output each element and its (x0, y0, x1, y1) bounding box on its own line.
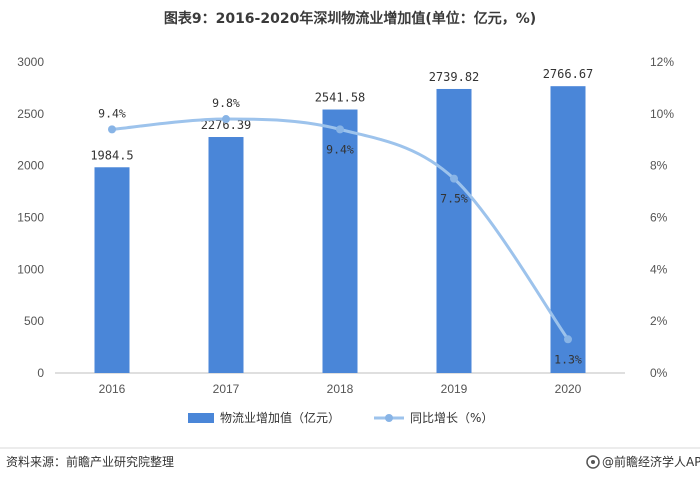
y-left-tick-label: 2500 (17, 107, 44, 121)
legend-bar-label: 物流业增加值（亿元） (220, 410, 340, 425)
growth-point (450, 174, 458, 183)
x-tick-label: 2016 (99, 382, 126, 396)
bar-value-label: 1984.5 (90, 148, 133, 162)
y-right-tick-label: 8% (650, 159, 668, 173)
y-left-tick-label: 3000 (17, 55, 44, 69)
legend-line-marker (385, 414, 393, 422)
y-left-tick-label: 1500 (17, 211, 44, 225)
bar-data-labels: 1984.5 2276.39 2541.58 2739.82 2766.67 (90, 67, 593, 162)
brand-logo-icon (586, 455, 600, 469)
line-series (108, 115, 572, 344)
y-left-tick-label: 500 (24, 314, 44, 328)
bar-value-label: 2739.82 (429, 70, 480, 84)
bar (94, 167, 130, 373)
bar-value-label: 2276.39 (201, 118, 252, 132)
x-tick-label: 2020 (555, 382, 582, 396)
legend-bar-swatch (188, 413, 214, 423)
growth-value-label: 9.8% (212, 96, 240, 110)
growth-point (222, 115, 230, 124)
y-right-tick-label: 10% (650, 107, 674, 121)
y-right-tick-label: 6% (650, 211, 668, 225)
y-right-tick-label: 0% (650, 366, 668, 380)
y-right-tick-label: 2% (650, 314, 668, 328)
chart-title: 图表9：2016-2020年深圳物流业增加值(单位：亿元，%) (164, 10, 536, 27)
bar (436, 88, 472, 374)
growth-point (108, 125, 116, 134)
growth-point (336, 125, 344, 134)
x-tick-label: 2018 (327, 382, 354, 396)
line-data-labels: 9.4% 9.8% 9.4% 7.5% 1.3% (98, 96, 582, 366)
bar-series (94, 86, 586, 374)
growth-point (564, 335, 572, 344)
x-axis: 2016 2017 2018 2019 2020 (99, 382, 582, 396)
bar (550, 86, 586, 374)
growth-value-label: 1.3% (554, 352, 582, 366)
y-left-tick-label: 2000 (17, 159, 44, 173)
y-left-tick-label: 1000 (17, 262, 44, 276)
legend: 物流业增加值（亿元） 同比增长（%） (188, 410, 493, 425)
footer-source: 资料来源：前瞻产业研究院整理 (6, 454, 174, 469)
bar (208, 137, 244, 373)
x-tick-label: 2017 (213, 382, 240, 396)
legend-line-label: 同比增长（%） (410, 411, 493, 425)
y-axis-right: 0% 2% 4% 6% 8% 10% 12% (650, 55, 674, 380)
growth-value-label: 9.4% (98, 106, 126, 120)
y-left-tick-label: 0 (37, 366, 44, 380)
y-right-tick-label: 4% (650, 262, 668, 276)
footer-brand: @前瞻经济学人APP (602, 454, 700, 469)
y-axis-left: 0 500 1000 1500 2000 2500 3000 (17, 55, 44, 380)
y-right-tick-label: 12% (650, 55, 674, 69)
bar-value-label: 2766.67 (543, 67, 594, 81)
x-tick-label: 2019 (441, 382, 468, 396)
growth-value-label: 7.5% (440, 192, 468, 206)
bar-value-label: 2541.58 (315, 91, 366, 105)
growth-line (111, 117, 570, 341)
growth-value-label: 9.4% (326, 142, 354, 156)
bar (322, 109, 358, 373)
